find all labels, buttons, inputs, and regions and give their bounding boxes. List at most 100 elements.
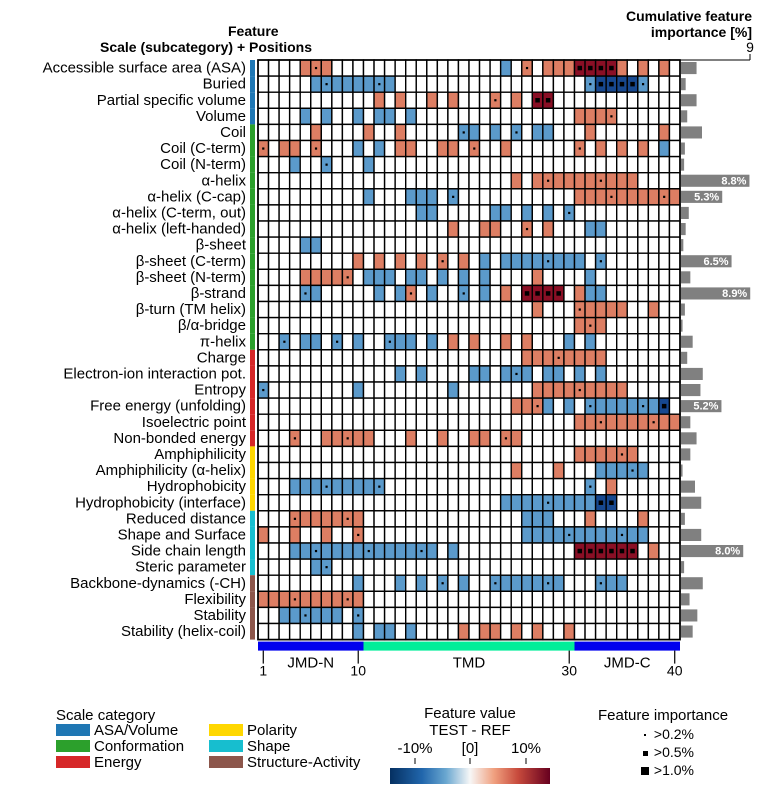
- heatmap-cell: [331, 268, 344, 287]
- importance-level-1: >0.2%: [640, 726, 694, 742]
- heatmap-cell: [278, 75, 291, 93]
- heatmap-cell: [310, 107, 323, 126]
- heatmap-cell: [373, 494, 386, 512]
- importance-marker: [293, 598, 297, 601]
- heatmap-cell: [594, 333, 607, 351]
- heatmap-cell: [605, 123, 618, 142]
- heatmap-cell: [257, 494, 270, 512]
- category-bar: [250, 172, 255, 189]
- heatmap-cell: [594, 139, 607, 158]
- heatmap-cell: [352, 123, 365, 142]
- heatmap-cell: [542, 107, 555, 126]
- heatmap-cell: [415, 429, 428, 448]
- heatmap-cell: [647, 574, 660, 593]
- heatmap-cell: [647, 268, 660, 287]
- heatmap-cell: [542, 510, 555, 528]
- heatmap-cell: [257, 171, 270, 190]
- heatmap-cell: [616, 397, 628, 415]
- heatmap-cell: [426, 333, 439, 351]
- heatmap-cell: [426, 510, 439, 528]
- heatmap-cell: [405, 316, 417, 335]
- heatmap-cell: [288, 477, 301, 496]
- heatmap-cell: [257, 429, 270, 448]
- heatmap-cell: [383, 91, 396, 109]
- heatmap-cell: [405, 123, 417, 142]
- heatmap-cell: [457, 155, 470, 174]
- heatmap-cell: [605, 284, 618, 303]
- heatmap-cell: [468, 461, 481, 480]
- heatmap-cell: [426, 284, 439, 303]
- heatmap-cell: [415, 349, 428, 367]
- heatmap-cell: [310, 622, 323, 641]
- heatmap-cell: [447, 381, 460, 399]
- heatmap-cell: [331, 252, 344, 270]
- heatmap-cell: [267, 75, 280, 93]
- heatmap-cell: [299, 590, 312, 609]
- heatmap-cell: [637, 558, 650, 576]
- legend-swatch: [209, 756, 243, 769]
- category-bar: [250, 204, 255, 221]
- category-bar: [250, 221, 255, 238]
- heatmap-cell: [489, 477, 502, 496]
- importance-marker: [409, 292, 413, 295]
- heatmap-cell: [362, 252, 375, 270]
- heatmap-cell: [352, 445, 365, 464]
- heatmap-cell: [584, 268, 597, 287]
- heatmap-cell: [668, 123, 681, 142]
- heatmap-cell: [362, 526, 375, 544]
- heatmap-cell: [563, 236, 576, 254]
- heatmap-cell: [489, 252, 502, 270]
- heatmap-cell: [499, 75, 512, 93]
- heatmap-cell: [341, 542, 354, 560]
- colorbar-tick-pos: 10%: [510, 740, 542, 757]
- heatmap-cell: [447, 91, 460, 109]
- importance-marker: [325, 83, 328, 86]
- category-bar: [250, 188, 255, 205]
- heatmap-cell: [457, 413, 470, 432]
- region-label: JMD-C: [604, 655, 651, 672]
- category-bar: [250, 398, 255, 415]
- heatmap-cell: [647, 59, 660, 77]
- heatmap-cell: [383, 268, 396, 287]
- heatmap-cell: [394, 622, 407, 641]
- heatmap-cell: [637, 59, 650, 77]
- heatmap-cell: [436, 171, 449, 190]
- heatmap-cell: [415, 284, 428, 303]
- heatmap-cell: [257, 284, 270, 303]
- importance-bar: [681, 577, 703, 590]
- importance-bar: [681, 190, 723, 203]
- heatmap-cell: [405, 542, 417, 560]
- heatmap-cell: [257, 300, 270, 319]
- importance-marker: [598, 548, 604, 554]
- heatmap-cell: [478, 107, 491, 126]
- heatmap-cell: [310, 606, 323, 625]
- heatmap-cell: [320, 171, 333, 190]
- heatmap-cell: [257, 397, 270, 415]
- heatmap-cell: [405, 236, 417, 254]
- heatmap-cell: [658, 75, 671, 93]
- heatmap-cell: [320, 397, 333, 415]
- heatmap-cell: [658, 622, 671, 641]
- heatmap-cell: [573, 75, 586, 93]
- heatmap-cell: [426, 574, 439, 593]
- heatmap-cell: [531, 590, 544, 609]
- heatmap-cell: [310, 220, 323, 238]
- heatmap-cell: [362, 510, 375, 528]
- heatmap-cell: [616, 171, 628, 190]
- heatmap-cell: [267, 236, 280, 254]
- heatmap-cell: [478, 316, 491, 335]
- heatmap-cell: [278, 397, 291, 415]
- heatmap-cell: [415, 204, 428, 222]
- heatmap-cell: [616, 268, 628, 287]
- heatmap-cell: [394, 300, 407, 319]
- heatmap-cell: [405, 91, 417, 109]
- importance-marker: [441, 582, 444, 585]
- heatmap-cell: [626, 300, 639, 319]
- heatmap-cell: [605, 91, 618, 109]
- region-bar: [258, 641, 364, 651]
- heatmap-cell: [605, 477, 618, 496]
- heatmap-cell: [489, 284, 502, 303]
- heatmap-cell: [331, 155, 344, 174]
- heatmap-cell: [563, 381, 576, 399]
- heatmap-cell: [647, 445, 660, 464]
